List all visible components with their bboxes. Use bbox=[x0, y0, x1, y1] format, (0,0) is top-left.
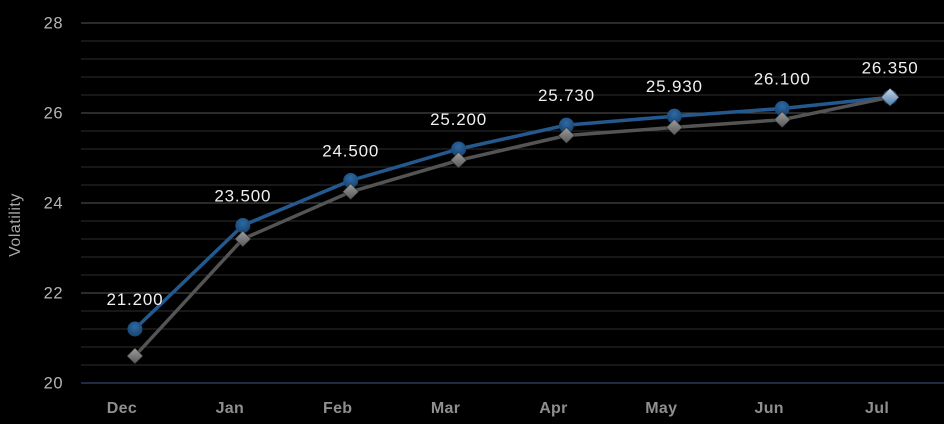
volatility-primary-marker[interactable] bbox=[343, 173, 359, 188]
volatility-primary-line bbox=[133, 95, 892, 331]
data-label: 26.100 bbox=[754, 70, 811, 89]
x-tick-label: May bbox=[645, 400, 677, 417]
gridlines bbox=[81, 22, 944, 384]
y-tick-label: 28 bbox=[44, 15, 63, 33]
data-label: 23.500 bbox=[214, 187, 271, 206]
volatility-primary-marker[interactable] bbox=[235, 218, 251, 233]
volatility-primary-marker[interactable] bbox=[558, 117, 574, 133]
data-label: 26.350 bbox=[862, 58, 919, 77]
volatility-secondary-marker[interactable] bbox=[557, 126, 576, 145]
axis-and-data-labels: 28 26 24 22 20 Dec Jan Feb Mar Apr May Jun Jul 21.200… bbox=[44, 15, 919, 418]
x-tick-label: Apr bbox=[539, 400, 567, 417]
volatility-secondary-marker[interactable] bbox=[126, 347, 144, 365]
x-tick-label: Jan bbox=[216, 400, 244, 417]
x-tick-label: Feb bbox=[323, 400, 352, 417]
x-tick-label: Jul bbox=[865, 400, 889, 417]
volatility-primary-marker[interactable] bbox=[774, 101, 790, 116]
volatility-secondary-marker[interactable] bbox=[773, 111, 791, 129]
x-tick-label: Dec bbox=[107, 400, 137, 417]
data-label: 24.500 bbox=[322, 142, 379, 161]
y-tick-label: 22 bbox=[44, 285, 63, 303]
volatility-secondary-marker[interactable] bbox=[234, 230, 252, 248]
y-tick-label: 20 bbox=[44, 375, 63, 393]
data-label: 25.730 bbox=[538, 86, 595, 105]
y-tick-label: 26 bbox=[44, 105, 63, 123]
x-tick-label: Jun bbox=[755, 400, 784, 417]
x-tick-label: Mar bbox=[431, 400, 460, 417]
volatility-primary-marker[interactable] bbox=[127, 321, 143, 337]
data-label: 25.930 bbox=[646, 77, 703, 96]
volatility-primary-marker[interactable] bbox=[666, 108, 682, 124]
data-label: 25.200 bbox=[430, 110, 487, 129]
volatility-secondary-marker[interactable] bbox=[341, 183, 360, 201]
volatility-secondary-line bbox=[133, 95, 892, 358]
series-lines bbox=[126, 87, 900, 365]
y-axis-title: Volatility bbox=[7, 193, 24, 257]
volatility-secondary-marker[interactable] bbox=[665, 118, 684, 137]
data-label: 21.200 bbox=[107, 290, 164, 309]
y-tick-label: 24 bbox=[44, 195, 63, 213]
volatility-secondary-marker[interactable] bbox=[880, 87, 900, 107]
volatility-secondary-marker[interactable] bbox=[449, 151, 468, 169]
volatility-primary-marker[interactable] bbox=[451, 141, 467, 157]
